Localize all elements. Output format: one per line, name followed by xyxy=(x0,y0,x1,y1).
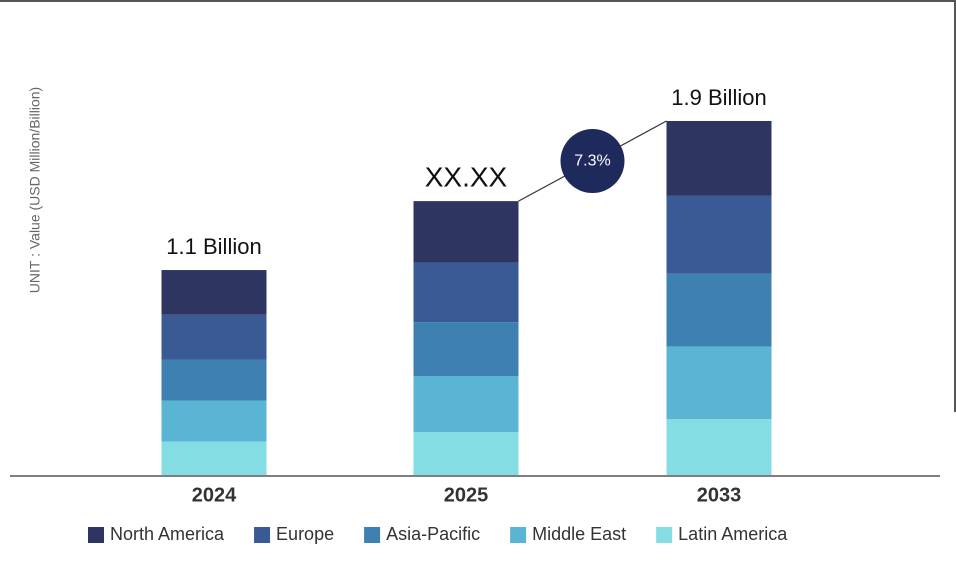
legend-swatch xyxy=(254,527,271,543)
bar-segment xyxy=(161,270,267,315)
bar-segment xyxy=(413,432,519,475)
total-label: 1.9 Billion xyxy=(671,85,766,110)
y-axis-label: UNIT : Value (USD Million/Billion) xyxy=(27,87,43,293)
legend-swatch xyxy=(88,527,104,543)
bar-segment xyxy=(666,419,772,475)
cagr-label: 7.3% xyxy=(574,152,610,169)
x-tick-label: 2033 xyxy=(697,484,742,506)
x-tick-label: 2025 xyxy=(444,484,489,506)
cagr-badge xyxy=(560,129,625,194)
legend-swatch xyxy=(510,527,527,543)
total-label: XX.XX xyxy=(425,162,508,193)
legend-swatch xyxy=(364,527,381,543)
legend-label: Latin America xyxy=(678,524,788,544)
legend-label: North America xyxy=(110,524,225,544)
bar-segment xyxy=(161,400,267,442)
legend-label: Middle East xyxy=(532,524,626,544)
bar-segment xyxy=(413,376,519,433)
legend-label: Asia-Pacific xyxy=(386,524,480,544)
bar-segment xyxy=(161,441,267,475)
bar-segment xyxy=(161,359,267,401)
legend-swatch xyxy=(656,527,673,543)
x-tick-label: 2024 xyxy=(192,484,237,506)
bar-segment xyxy=(161,314,267,360)
bar-segment xyxy=(666,273,772,347)
bar-segment xyxy=(666,195,772,274)
bar-segment xyxy=(413,262,519,323)
total-label: 1.1 Billion xyxy=(166,234,261,259)
bar-segment xyxy=(413,322,519,377)
bar-segment xyxy=(666,121,772,196)
bar-segment xyxy=(666,346,772,420)
bar-segment xyxy=(413,201,519,263)
legend-label: Europe xyxy=(276,524,334,544)
